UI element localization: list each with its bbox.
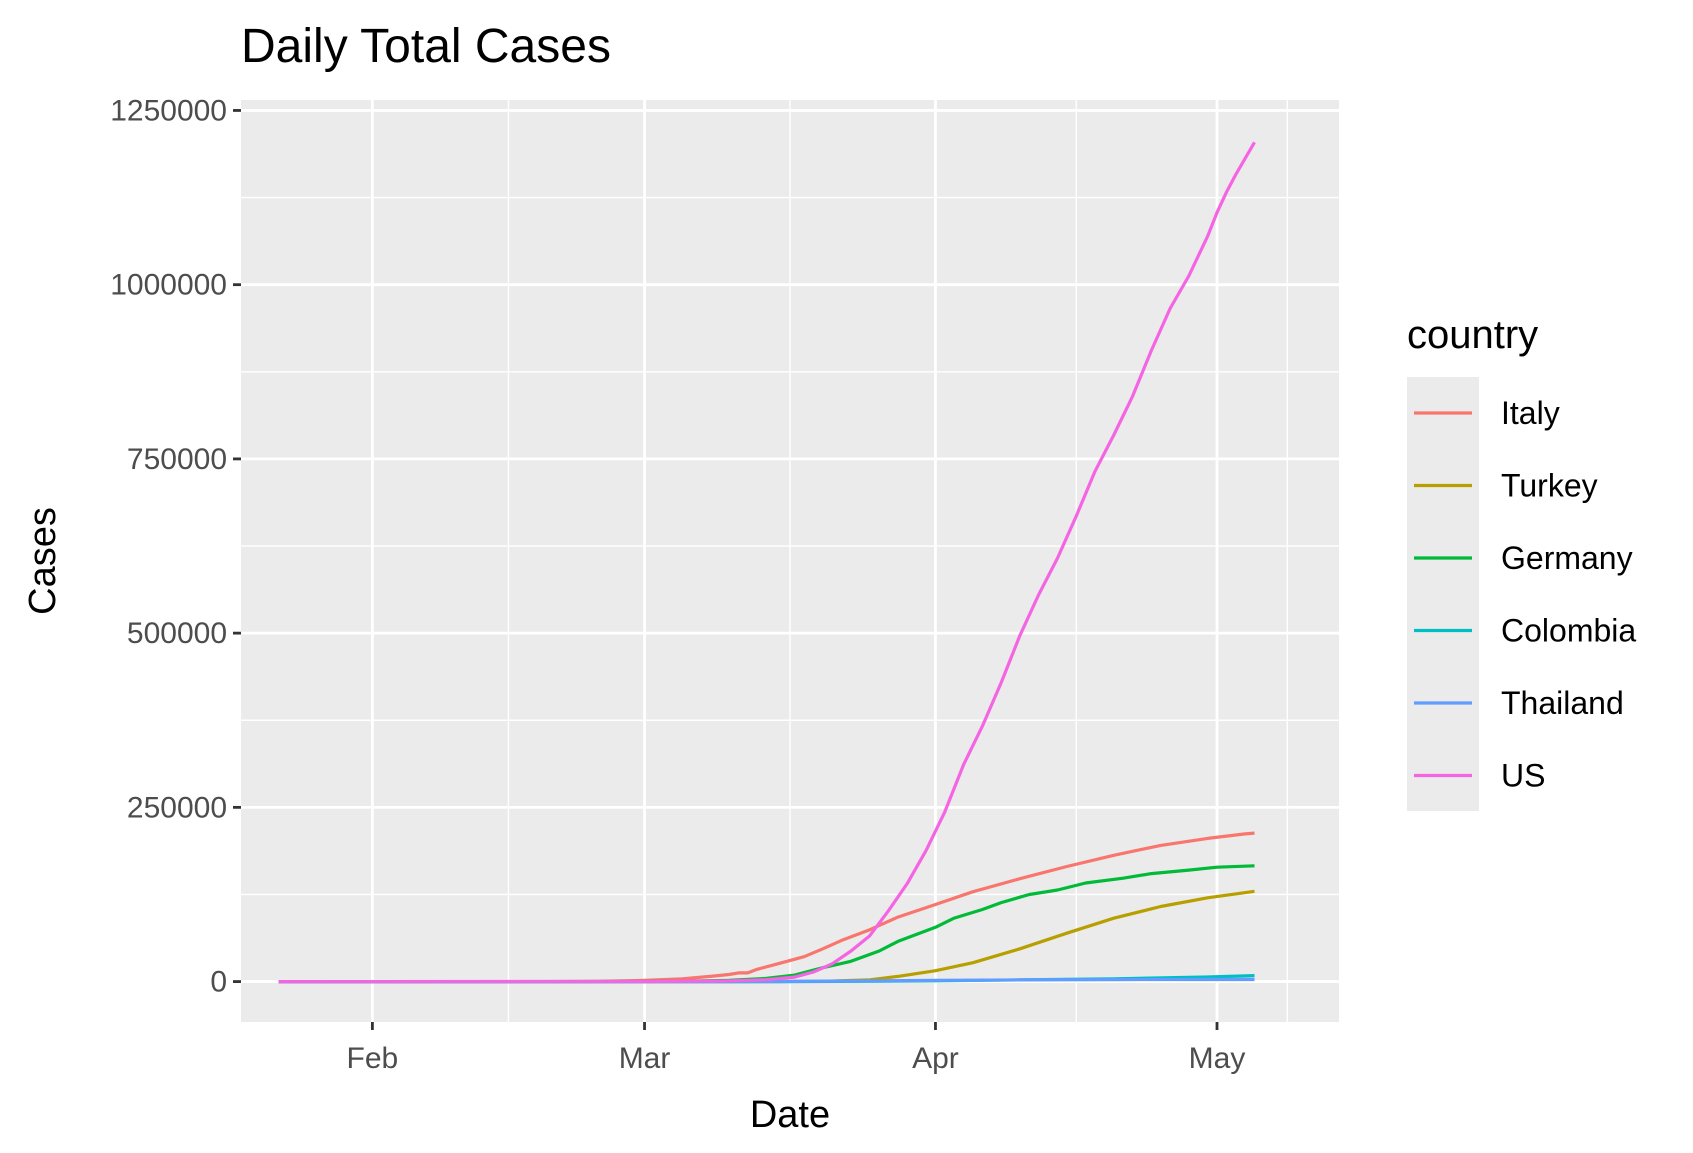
y-tick-label: 250000 <box>127 791 227 824</box>
x-axis-title: Date <box>750 1094 830 1136</box>
x-tick-label: Apr <box>912 1042 959 1075</box>
legend-label-thailand: Thailand <box>1501 685 1624 721</box>
legend-label-italy: Italy <box>1501 395 1560 431</box>
x-tick-label: Mar <box>619 1042 671 1075</box>
x-tick-label: Feb <box>347 1042 399 1075</box>
legend-items: Italy Turkey Germany Colombia Thailand US <box>1414 395 1636 794</box>
legend-label-colombia: Colombia <box>1501 613 1636 649</box>
x-axis: Feb Mar Apr May <box>347 1022 1246 1075</box>
series-line-italy <box>278 831 1255 984</box>
y-tick-label: 1250000 <box>110 94 227 127</box>
x-tick-label: May <box>1189 1042 1246 1075</box>
y-tick-label: 0 <box>210 966 227 999</box>
legend-title: country <box>1407 313 1538 357</box>
series-lines <box>278 141 1256 984</box>
y-tick-label: 1000000 <box>110 269 227 302</box>
grid-minor-x <box>507 100 1289 1022</box>
y-axis-title: Cases <box>22 507 64 615</box>
legend-label-us: US <box>1501 758 1545 794</box>
legend-label-turkey: Turkey <box>1501 468 1598 504</box>
y-tick-label: 750000 <box>127 443 227 476</box>
y-axis: 0 250000 500000 750000 1000000 1250000 <box>110 94 241 999</box>
chart-title: Daily Total Cases <box>241 20 611 73</box>
y-tick-label: 500000 <box>127 617 227 650</box>
series-line-us <box>278 141 1256 984</box>
legend: country Italy Turkey Germany Colombia Thaila… <box>1407 313 1636 811</box>
legend-key-background <box>1407 377 1479 811</box>
legend-label-germany: Germany <box>1501 540 1633 576</box>
